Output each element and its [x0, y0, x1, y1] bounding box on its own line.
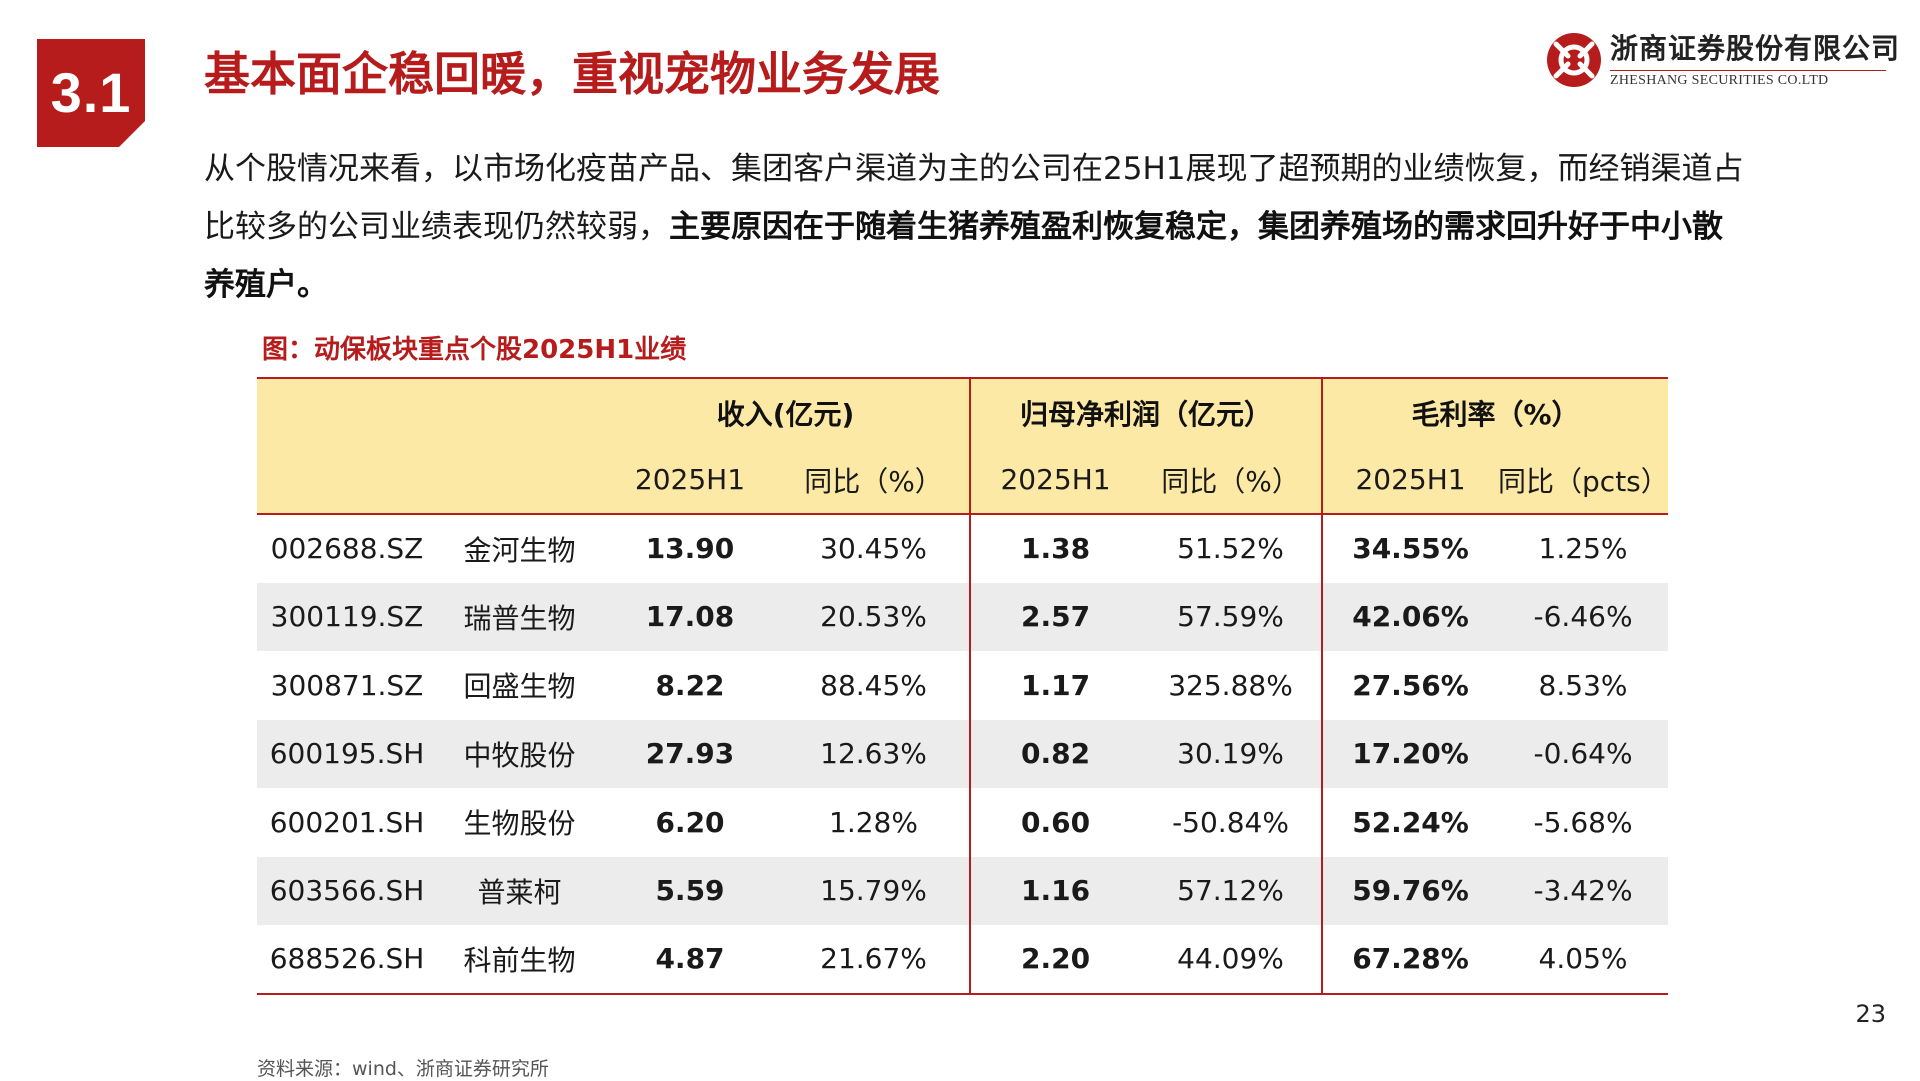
sub-header-cell: 2025H1: [969, 446, 1141, 515]
gross-margin-yoy-cell: -5.68%: [1533, 805, 1633, 839]
stock-code-cell: 603566.SH: [269, 874, 425, 908]
net-profit-yoy-cell: 57.59%: [1177, 600, 1284, 634]
net-profit-cell: 1.38: [969, 514, 1141, 583]
revenue-yoy-cell: 30.45%: [820, 532, 927, 566]
logo-company-name-cn: 浙商证券股份有限公司: [1610, 32, 1901, 65]
gross-margin-yoy-cell: 8.53%: [1538, 668, 1628, 702]
gross-margin-cell: 27.56%: [1321, 651, 1499, 720]
gross-margin-cell: 17.20%: [1321, 719, 1499, 788]
intro-plain-text: 从个股情况来看，以市场化疫苗产品、集团客户渠道为主的公司在25H1展现了超预期的…: [204, 151, 1744, 245]
revenue-cell: 27.93: [645, 737, 735, 771]
table-row: 002688.SZ 金河生物 13.90 30.45% 1.38 51.52% …: [257, 514, 1668, 583]
stock-name-cell: 普莱柯: [477, 875, 562, 909]
net-profit-cell: 2.57: [969, 582, 1141, 651]
figure-caption: 图：动保板块重点个股2025H1业绩: [262, 335, 687, 365]
group-header-gross-margin: 毛利率（%）: [1321, 377, 1669, 446]
net-profit-cell: 2.20: [969, 925, 1141, 995]
revenue-cell: 13.90: [645, 532, 735, 566]
revenue-yoy-cell: 1.28%: [829, 805, 918, 839]
stock-name-cell: 生物股份: [463, 807, 576, 841]
header-empty-cell: [257, 446, 602, 515]
gross-margin-yoy-cell: -6.46%: [1533, 600, 1633, 634]
revenue-cell: 17.08: [645, 600, 735, 634]
net-profit-cell: 1.17: [969, 651, 1141, 720]
gross-margin-cell: 42.06%: [1321, 582, 1499, 651]
table-row: 603566.SH 普莱柯 5.59 15.79% 1.16 57.12% 59…: [257, 856, 1669, 925]
stock-name-cell: 瑞普生物: [463, 601, 576, 635]
gross-margin-yoy-cell: -0.64%: [1533, 737, 1633, 771]
gross-margin-yoy-cell: -3.42%: [1533, 874, 1633, 908]
stock-code-cell: 688526.SH: [257, 925, 437, 995]
gross-margin-cell: 52.24%: [1321, 788, 1499, 857]
table-row: 600195.SH 中牧股份 27.93 12.63% 0.82 30.19% …: [257, 719, 1669, 788]
net-profit-cell: 0.82: [969, 719, 1141, 788]
header-empty-cell: [257, 377, 602, 446]
gross-margin-cell: 34.55%: [1321, 514, 1499, 583]
stock-code-cell: 002688.SZ: [270, 532, 424, 566]
stock-name-cell: 回盛生物: [463, 670, 576, 704]
revenue-yoy-cell: 20.53%: [820, 600, 927, 634]
source-note: 资料来源：wind、浙商证券研究所: [257, 1058, 549, 1080]
gross-margin-yoy-cell: 1.25%: [1538, 532, 1628, 566]
performance-table-container: 收入(亿元) 归母净利润（亿元） 毛利率（%） 2025H1 同比（%） 202…: [257, 377, 1669, 995]
company-logo: 浙商证券股份有限公司 ZHESHANG SECURITIES CO.LTD: [1546, 28, 1899, 92]
net-profit-yoy-cell: 44.09%: [1140, 925, 1323, 995]
net-profit-cell: 0.60: [969, 788, 1141, 857]
stock-code-cell: 600201.SH: [269, 805, 425, 839]
stock-code-cell: 300119.SZ: [270, 600, 424, 634]
net-profit-cell: 1.16: [969, 856, 1141, 925]
table-row: 300119.SZ 瑞普生物 17.08 20.53% 2.57 57.59% …: [257, 582, 1669, 651]
table-group-header-row: 收入(亿元) 归母净利润（亿元） 毛利率（%）: [257, 377, 1669, 446]
table-row: 600201.SH 生物股份 6.20 1.28% 0.60 -50.84% 5…: [257, 788, 1668, 857]
revenue-cell: 5.59: [655, 874, 725, 908]
revenue-yoy-cell: 88.45%: [820, 668, 927, 702]
revenue-cell: 8.22: [655, 668, 725, 702]
net-profit-yoy-cell: 57.12%: [1177, 874, 1284, 908]
performance-table: 收入(亿元) 归母净利润（亿元） 毛利率（%） 2025H1 同比（%） 202…: [257, 377, 1669, 995]
page-number: 23: [1855, 1000, 1886, 1028]
revenue-cell: 6.20: [655, 805, 725, 839]
stock-code-cell: 600195.SH: [269, 737, 425, 771]
intro-bold-text: 主要原因在于随着生猪养殖盈利恢复稳定，集团养殖场的需求回升好于中小散养殖户。: [204, 209, 1723, 303]
gross-margin-cell: 67.28%: [1321, 925, 1499, 995]
sub-header-cell: 2025H1: [602, 446, 778, 515]
zheshang-logo-icon: [1547, 33, 1601, 87]
revenue-cell: 4.87: [602, 925, 778, 995]
sub-header-cell: 同比（pcts）: [1498, 446, 1669, 515]
gross-margin-cell: 59.76%: [1321, 856, 1499, 925]
net-profit-yoy-cell: 51.52%: [1177, 532, 1284, 566]
sub-header-cell: 2025H1: [1321, 446, 1499, 515]
stock-code-cell: 300871.SZ: [270, 668, 424, 702]
table-sub-header-row: 2025H1 同比（%） 2025H1 同比（%） 2025H1 同比（pcts…: [257, 446, 1669, 515]
section-number-badge: 3.1: [37, 39, 145, 147]
page-title: 基本面企稳回暖，重视宠物业务发展: [204, 47, 940, 101]
stock-name-cell: 中牧股份: [463, 738, 576, 772]
sub-header-cell: 同比（%）: [1140, 446, 1323, 515]
net-profit-yoy-cell: -50.84%: [1172, 805, 1289, 839]
gross-margin-yoy-cell: 4.05%: [1498, 925, 1669, 995]
sub-header-cell: 同比（%）: [778, 446, 971, 515]
group-header-revenue: 收入(亿元): [602, 377, 971, 446]
revenue-yoy-cell: 12.63%: [820, 737, 927, 771]
stock-name-cell: 金河生物: [463, 533, 576, 567]
logo-company-name-en: ZHESHANG SECURITIES CO.LTD: [1610, 70, 1886, 89]
table-row: 300871.SZ 回盛生物 8.22 88.45% 1.17 325.88% …: [257, 651, 1668, 720]
group-header-net-profit: 归母净利润（亿元）: [969, 377, 1323, 446]
net-profit-yoy-cell: 30.19%: [1177, 737, 1284, 771]
table-row: 688526.SH 科前生物 4.87 21.67% 2.20 44.09% 6…: [257, 925, 1669, 995]
stock-name-cell: 科前生物: [437, 925, 602, 995]
net-profit-yoy-cell: 325.88%: [1168, 668, 1293, 702]
revenue-yoy-cell: 21.67%: [778, 925, 971, 995]
revenue-yoy-cell: 15.79%: [820, 874, 927, 908]
intro-paragraph: 从个股情况来看，以市场化疫苗产品、集团客户渠道为主的公司在25H1展现了超预期的…: [204, 140, 1744, 314]
